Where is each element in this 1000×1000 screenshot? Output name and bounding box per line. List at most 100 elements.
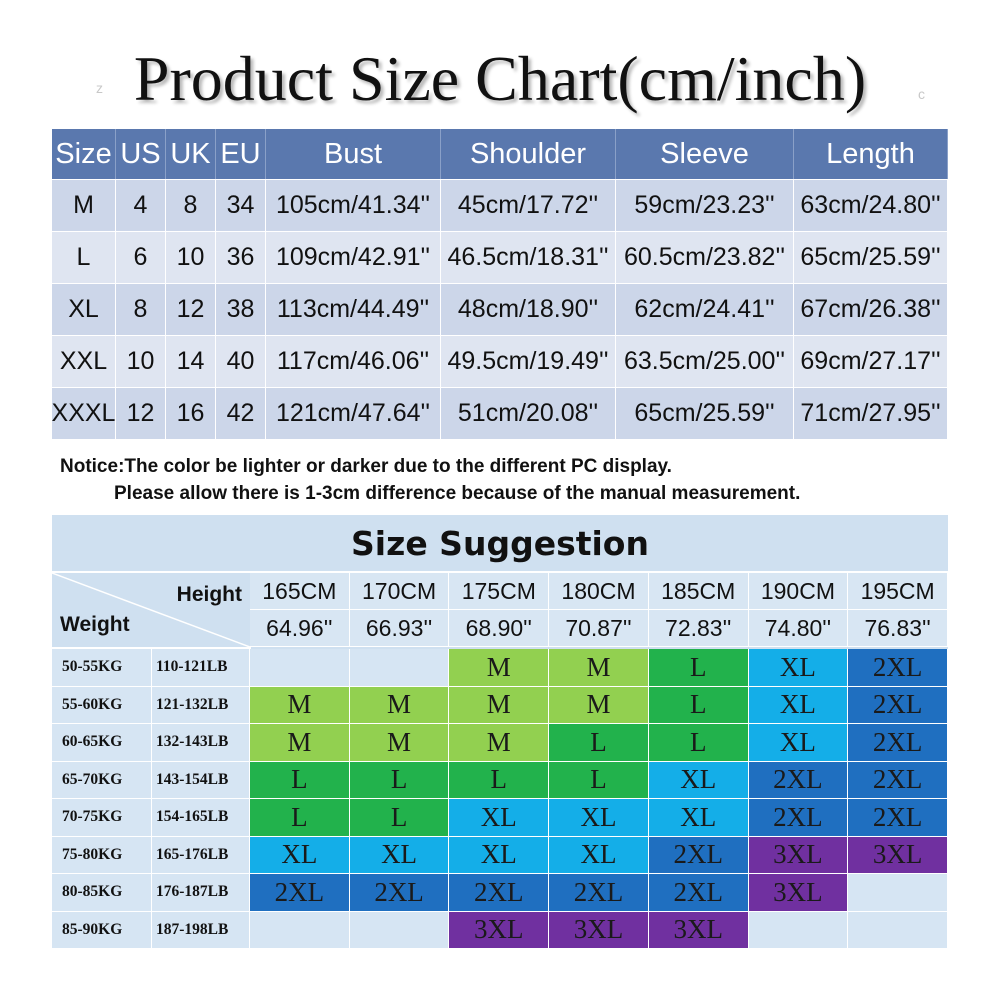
height-inch-header: 72.83'' [648, 610, 749, 647]
size-suggestion-cell: M [250, 724, 350, 762]
size-table-cell: 42 [216, 387, 266, 439]
size-suggestion-cell: XL [449, 799, 550, 837]
size-suggestion-cell: 2XL [349, 874, 450, 912]
size-table-cell: 4 [116, 179, 166, 231]
size-suggestion-title: Size Suggestion [52, 515, 948, 573]
size-suggestion-cell: L [648, 686, 749, 724]
weight-lb-label: 132-143LB [152, 724, 250, 762]
size-table-cell: 63.5cm/25.00'' [616, 335, 794, 387]
size-suggestion-cell: L [250, 761, 350, 799]
size-table-cell: XXL [52, 335, 116, 387]
size-suggestion-cell: 2XL [848, 724, 948, 762]
weight-kg-label: 60-65KG [52, 724, 152, 762]
size-table-cell: 36 [216, 231, 266, 283]
column-header-sleeve: Sleeve [616, 129, 794, 179]
size-suggestion-cell: L [648, 649, 749, 687]
size-suggestion-cell: XL [748, 686, 849, 724]
size-suggestion-cell [349, 649, 450, 687]
size-suggestion-cell: 3XL [449, 911, 550, 949]
size-suggestion-cell: 2XL [848, 799, 948, 837]
height-inch-header: 70.87'' [549, 610, 649, 647]
table-corner-header: Height Weight [52, 573, 251, 649]
column-header-shoulder: Shoulder [441, 129, 616, 179]
size-table-cell: 46.5cm/18.31'' [441, 231, 616, 283]
size-suggestion-cell: 3XL [549, 911, 649, 949]
size-table-cell: 60.5cm/23.82'' [616, 231, 794, 283]
size-suggestion-cell: L [449, 761, 550, 799]
size-table-cell: 45cm/17.72'' [441, 179, 616, 231]
height-cm-header: 175CM [449, 573, 550, 610]
height-cm-header: 165CM [250, 573, 350, 610]
size-suggestion-cell: L [648, 724, 749, 762]
weight-kg-label: 85-90KG [52, 911, 152, 949]
size-suggestion-cell [250, 911, 350, 949]
corner-diagonal-line [52, 573, 250, 647]
size-table-cell: 71cm/27.95'' [794, 387, 948, 439]
size-table-cell: 12 [166, 283, 216, 335]
size-suggestion-cell: 2XL [748, 799, 849, 837]
weight-kg-label: 50-55KG [52, 649, 152, 687]
size-table-cell: XXXL [52, 387, 116, 439]
size-suggestion-cell: M [449, 724, 550, 762]
column-header-uk: UK [166, 129, 216, 179]
size-table-cell: 16 [166, 387, 216, 439]
size-table-cell: 113cm/44.49'' [266, 283, 441, 335]
size-table-cell: 51cm/20.08'' [441, 387, 616, 439]
watermark-mark-right: c [918, 86, 925, 102]
height-inch-header: 74.80'' [748, 610, 849, 647]
size-suggestion-cell [848, 874, 948, 912]
size-suggestion-cell: XL [449, 836, 550, 874]
size-table-cell: XL [52, 283, 116, 335]
size-table-cell: 48cm/18.90'' [441, 283, 616, 335]
size-suggestion-cell: M [449, 686, 550, 724]
size-table-cell: 109cm/42.91'' [266, 231, 441, 283]
size-table-cell: 38 [216, 283, 266, 335]
size-suggestion-cell [349, 911, 450, 949]
size-table-cell: M [52, 179, 116, 231]
size-table-cell: 49.5cm/19.49'' [441, 335, 616, 387]
weight-kg-label: 65-70KG [52, 761, 152, 799]
size-suggestion-cell: XL [549, 799, 649, 837]
notice-line-color: Notice:The color be lighter or darker du… [60, 456, 672, 477]
size-table-cell: 14 [166, 335, 216, 387]
size-suggestion-cell: 3XL [748, 874, 849, 912]
size-suggestion-cell: 2XL [648, 836, 749, 874]
size-suggestion-cell: 2XL [449, 874, 550, 912]
size-table-cell: 63cm/24.80'' [794, 179, 948, 231]
height-header-row: 165CM 170CM 175CM 180CM 185CM 190CM 195CM 64.96… [250, 573, 948, 647]
size-suggestion-cell: 2XL [848, 761, 948, 799]
size-suggestion-cell [250, 649, 350, 687]
size-suggestion-cell [748, 911, 849, 949]
page-title: Product Size Chart(cm/inch) [133, 43, 867, 114]
watermark-mark-left: z [96, 80, 103, 96]
column-header-eu: EU [216, 129, 266, 179]
weight-kg-label: 55-60KG [52, 686, 152, 724]
weight-kg-label: 80-85KG [52, 874, 152, 912]
size-table-cell: 6 [116, 231, 166, 283]
weight-lb-label: 187-198LB [152, 911, 250, 949]
size-suggestion-cell: L [349, 799, 450, 837]
size-table-cell: 65cm/25.59'' [616, 387, 794, 439]
height-inch-header: 64.96'' [250, 610, 350, 647]
size-suggestion-cell: M [250, 686, 350, 724]
size-suggestion-cell: 2XL [250, 874, 350, 912]
size-table-cell: 12 [116, 387, 166, 439]
size-chart-table: Size US UK EU Bust Shoulder Sleeve Length M 4 8 34 1… [52, 129, 948, 439]
size-suggestion-cell: L [250, 799, 350, 837]
size-suggestion-cell: XL [648, 799, 749, 837]
size-table-cell: 59cm/23.23'' [616, 179, 794, 231]
size-table-cell: 65cm/25.59'' [794, 231, 948, 283]
weight-lb-label: 143-154LB [152, 761, 250, 799]
size-suggestion-cell: XL [648, 761, 749, 799]
column-header-us: US [116, 129, 166, 179]
size-table-cell: 105cm/41.34'' [266, 179, 441, 231]
size-suggestion-cell: 2XL [848, 686, 948, 724]
size-table-cell: 67cm/26.38'' [794, 283, 948, 335]
size-table-cell: 10 [116, 335, 166, 387]
size-suggestion-cell: 3XL [848, 836, 948, 874]
size-suggestion-cell: XL [250, 836, 350, 874]
weight-lb-label: 121-132LB [152, 686, 250, 724]
column-header-bust: Bust [266, 129, 441, 179]
height-axis-label: Height [176, 583, 242, 606]
size-table-cell: L [52, 231, 116, 283]
